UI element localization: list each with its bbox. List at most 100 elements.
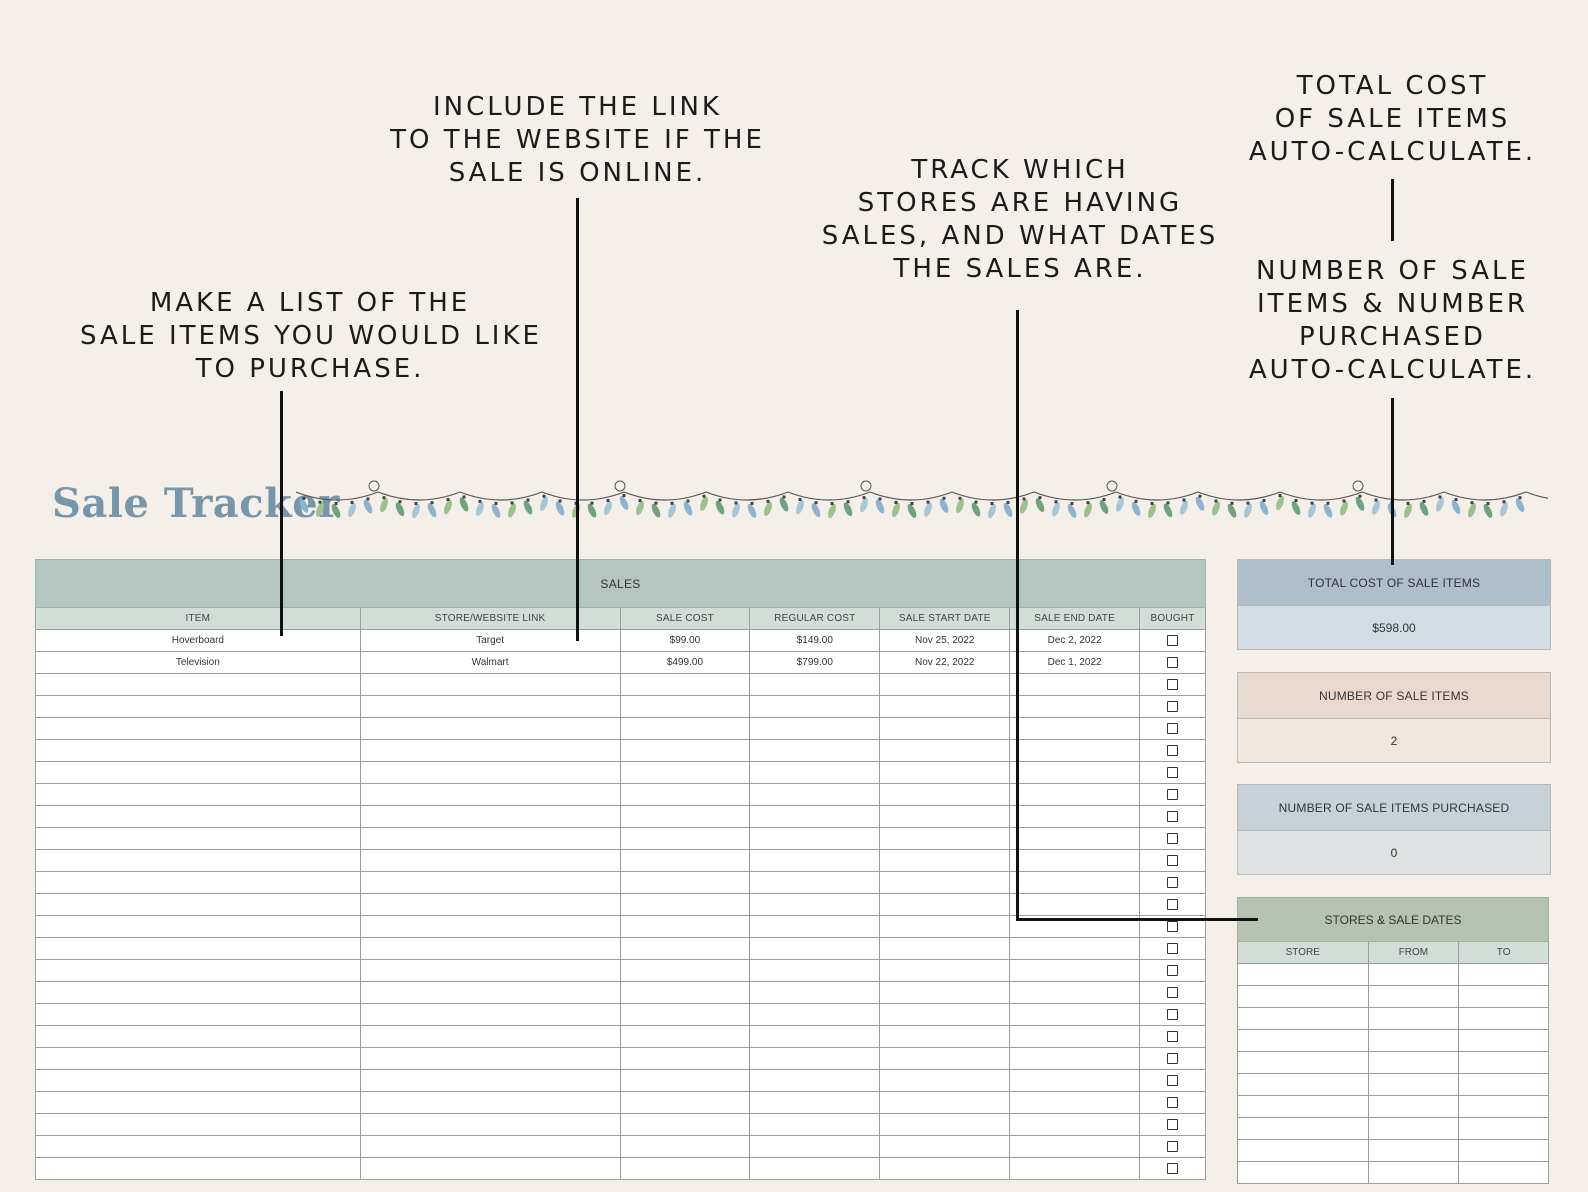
cell-item[interactable]: [36, 1114, 361, 1136]
cell-sale-cost[interactable]: [620, 1026, 751, 1048]
cell-end-date[interactable]: [1010, 1114, 1141, 1136]
cell-regular-cost[interactable]: [750, 784, 881, 806]
bought-checkbox[interactable]: [1167, 1031, 1179, 1042]
cell-item[interactable]: [36, 1026, 361, 1048]
cell-end-date[interactable]: [1010, 1048, 1141, 1070]
cell-end-date[interactable]: [1010, 740, 1141, 762]
bought-checkbox[interactable]: [1167, 767, 1179, 778]
cell-sale-cost[interactable]: [620, 784, 751, 806]
cell-store[interactable]: [1238, 1052, 1369, 1074]
cell-from[interactable]: [1368, 1008, 1460, 1030]
bought-checkbox[interactable]: [1167, 899, 1179, 910]
cell-start-date[interactable]: [880, 1026, 1011, 1048]
cell-end-date[interactable]: [1010, 1026, 1141, 1048]
cell-start-date[interactable]: [880, 696, 1011, 718]
cell-sale-cost[interactable]: [620, 872, 751, 894]
cell-item[interactable]: [36, 916, 361, 938]
cell-start-date[interactable]: [880, 850, 1011, 872]
cell-start-date[interactable]: [880, 1070, 1011, 1092]
cell-regular-cost[interactable]: [750, 1070, 881, 1092]
cell-store[interactable]: [360, 1070, 621, 1092]
cell-regular-cost[interactable]: [750, 916, 881, 938]
cell-end-date[interactable]: [1010, 1092, 1141, 1114]
cell-item[interactable]: [36, 762, 361, 784]
cell-from[interactable]: [1368, 986, 1460, 1008]
cell-regular-cost[interactable]: [750, 762, 881, 784]
cell-to[interactable]: [1459, 986, 1549, 1008]
cell-regular-cost[interactable]: [750, 894, 881, 916]
cell-item[interactable]: [36, 894, 361, 916]
cell-to[interactable]: [1459, 964, 1549, 986]
cell-sale-cost[interactable]: [620, 960, 751, 982]
cell-regular-cost[interactable]: [750, 1004, 881, 1026]
cell-end-date[interactable]: [1010, 1158, 1141, 1180]
bought-checkbox[interactable]: [1167, 965, 1179, 976]
bought-checkbox[interactable]: [1167, 723, 1179, 734]
cell-item[interactable]: [36, 938, 361, 960]
cell-start-date[interactable]: [880, 1004, 1011, 1026]
cell-store[interactable]: [360, 982, 621, 1004]
cell-store[interactable]: [360, 960, 621, 982]
cell-store[interactable]: [360, 916, 621, 938]
cell-item[interactable]: [36, 960, 361, 982]
cell-regular-cost[interactable]: [750, 850, 881, 872]
cell-sale-cost[interactable]: [620, 1092, 751, 1114]
bought-checkbox[interactable]: [1167, 811, 1179, 822]
cell-item[interactable]: [36, 982, 361, 1004]
cell-sale-cost[interactable]: $99.00: [620, 630, 751, 652]
cell-store[interactable]: [360, 696, 621, 718]
bought-checkbox[interactable]: [1167, 855, 1179, 866]
cell-sale-cost[interactable]: [620, 806, 751, 828]
cell-store[interactable]: [1238, 1118, 1369, 1140]
cell-start-date[interactable]: [880, 1092, 1011, 1114]
cell-sale-cost[interactable]: [620, 762, 751, 784]
cell-sale-cost[interactable]: [620, 1004, 751, 1026]
cell-from[interactable]: [1368, 1140, 1460, 1162]
cell-end-date[interactable]: Dec 2, 2022: [1010, 630, 1141, 652]
cell-from[interactable]: [1368, 1052, 1460, 1074]
cell-item[interactable]: [36, 1158, 361, 1180]
cell-start-date[interactable]: [880, 1136, 1011, 1158]
cell-end-date[interactable]: [1010, 872, 1141, 894]
bought-checkbox[interactable]: [1167, 987, 1179, 998]
bought-checkbox[interactable]: [1167, 877, 1179, 888]
cell-item[interactable]: [36, 806, 361, 828]
cell-end-date[interactable]: [1010, 894, 1141, 916]
cell-item[interactable]: [36, 828, 361, 850]
cell-sale-cost[interactable]: [620, 916, 751, 938]
cell-start-date[interactable]: [880, 762, 1011, 784]
cell-sale-cost[interactable]: [620, 850, 751, 872]
cell-sale-cost[interactable]: [620, 938, 751, 960]
cell-regular-cost[interactable]: [750, 1092, 881, 1114]
cell-start-date[interactable]: [880, 960, 1011, 982]
cell-store[interactable]: [1238, 1096, 1369, 1118]
cell-regular-cost[interactable]: [750, 828, 881, 850]
cell-start-date[interactable]: [880, 1048, 1011, 1070]
cell-sale-cost[interactable]: [620, 674, 751, 696]
cell-store[interactable]: [360, 938, 621, 960]
cell-start-date[interactable]: [880, 872, 1011, 894]
bought-checkbox[interactable]: [1167, 1163, 1179, 1174]
cell-sale-cost[interactable]: [620, 1114, 751, 1136]
cell-start-date[interactable]: [880, 938, 1011, 960]
cell-from[interactable]: [1368, 1096, 1460, 1118]
cell-end-date[interactable]: [1010, 806, 1141, 828]
cell-to[interactable]: [1459, 1052, 1549, 1074]
cell-end-date[interactable]: [1010, 718, 1141, 740]
cell-from[interactable]: [1368, 1162, 1460, 1184]
cell-end-date[interactable]: [1010, 960, 1141, 982]
cell-end-date[interactable]: Dec 1, 2022: [1010, 652, 1141, 674]
bought-checkbox[interactable]: [1167, 921, 1179, 932]
cell-item[interactable]: [36, 1048, 361, 1070]
cell-sale-cost[interactable]: [620, 740, 751, 762]
cell-regular-cost[interactable]: [750, 1158, 881, 1180]
cell-store[interactable]: [1238, 964, 1369, 986]
cell-store[interactable]: [1238, 986, 1369, 1008]
cell-end-date[interactable]: [1010, 1136, 1141, 1158]
cell-store[interactable]: [360, 1048, 621, 1070]
cell-store[interactable]: [360, 762, 621, 784]
cell-start-date[interactable]: [880, 894, 1011, 916]
cell-regular-cost[interactable]: $799.00: [750, 652, 881, 674]
bought-checkbox[interactable]: [1167, 789, 1179, 800]
cell-start-date[interactable]: [880, 982, 1011, 1004]
